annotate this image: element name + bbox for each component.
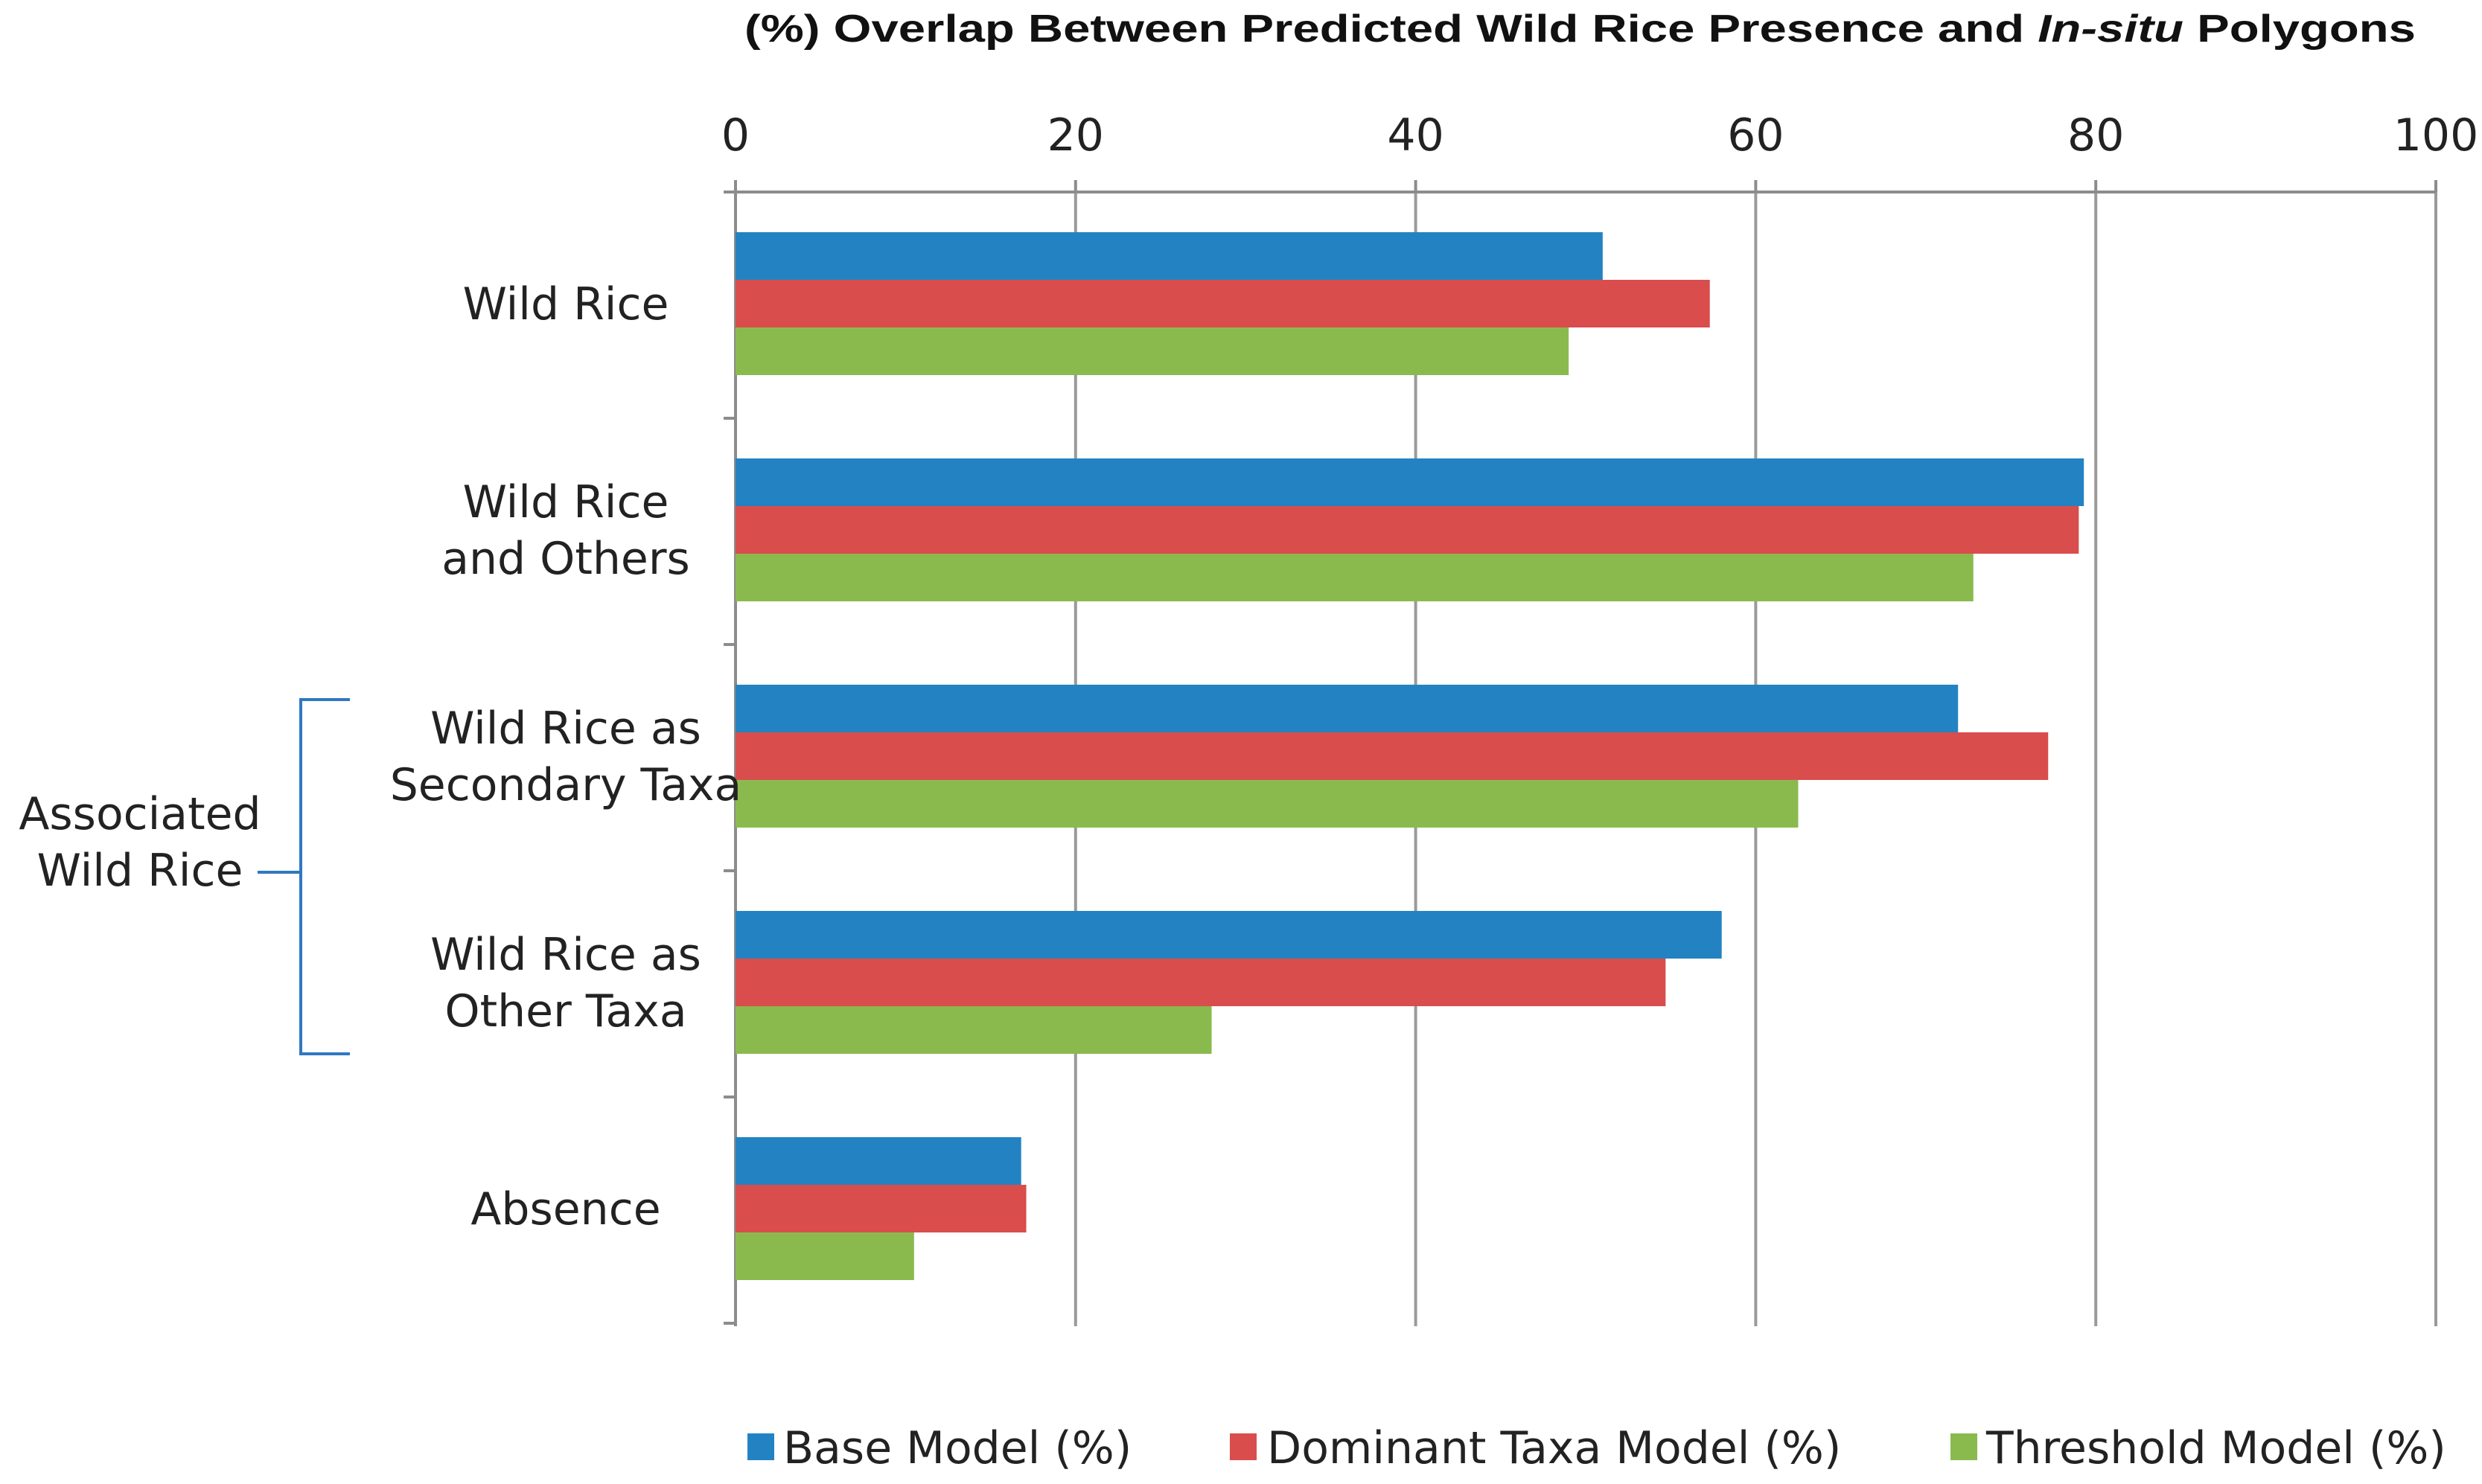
chart-title-main: (%) Overlap Between Predicted Wild Rice … [744,7,2038,51]
chart-title-end: Polygons [2183,7,2416,51]
legend-label-3: Threshold Model (%) [1985,1422,2446,1474]
bar-3-3 [736,780,1799,828]
bar-2-5 [736,1185,1027,1232]
bar-1-5 [736,1137,1021,1185]
category-label: Wild Rice [463,278,669,330]
bar-3-2 [736,554,1974,601]
x-tick-label-100: 100 [2393,109,2479,161]
category-label: Secondary Taxa [390,759,742,811]
x-tick-label-0: 0 [721,109,750,161]
bar-1-2 [736,458,2084,506]
legend-label-1: Base Model (%) [783,1422,1132,1474]
bar-1-1 [736,232,1603,280]
x-tick-label-80: 80 [2067,109,2124,161]
bar-1-3 [736,685,1959,732]
bar-2-1 [736,280,1710,327]
group-bracket [258,698,350,1055]
category-label: Wild Rice [463,476,669,528]
legend-label-2: Dominant Taxa Model (%) [1267,1422,1841,1474]
category-label: and Others [441,533,690,585]
category-label: Wild Rice as [430,929,701,981]
legend: Base Model (%) Dominant Taxa Model (%) Thr… [747,1422,2446,1474]
bar-3-4 [736,1006,1212,1054]
chart-title-italic: In-situ [2038,7,2183,51]
category-label: Other Taxa [444,985,686,1037]
x-tick-label-60: 60 [1727,109,1784,161]
legend-swatch-2 [1230,1433,1257,1460]
bar-3-1 [736,327,1569,375]
legend-swatch-3 [1950,1433,1977,1460]
group-label: Associated [19,788,261,840]
bar-2-4 [736,959,1666,1006]
x-tick-label-20: 20 [1047,109,1104,161]
chart-title: (%) Overlap Between Predicted Wild Rice … [744,7,2416,51]
bar-1-4 [736,911,1722,959]
bars [736,232,2084,1280]
category-label: Wild Rice as [430,703,701,755]
legend-swatch-1 [747,1433,774,1460]
x-tick-label-40: 40 [1387,109,1443,161]
bar-2-2 [736,506,2079,554]
bar-3-5 [736,1232,914,1280]
bar-2-3 [736,732,2049,780]
group-label: Wild Rice [37,845,243,897]
category-label: Absence [470,1183,660,1235]
